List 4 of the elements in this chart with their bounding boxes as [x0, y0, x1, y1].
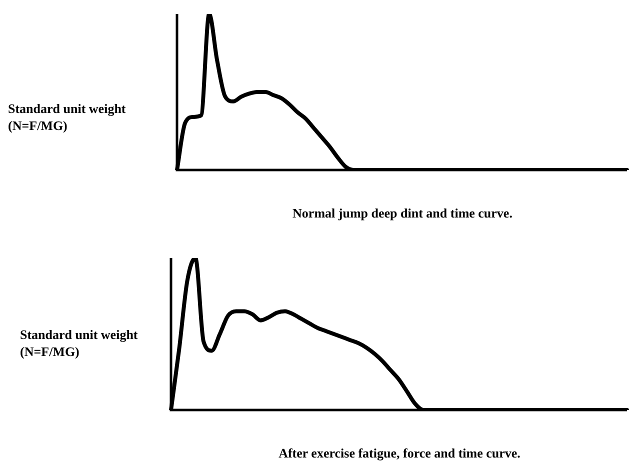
y-axis-title: Standard unit weight (N=F/MG) [8, 100, 127, 134]
text: After exercise fatigue, force and time curve. [278, 446, 520, 461]
text: Normal jump deep dint and time curve. [292, 206, 512, 221]
y-axis-title: Standard unit weight (N=F/MG) [20, 326, 139, 360]
